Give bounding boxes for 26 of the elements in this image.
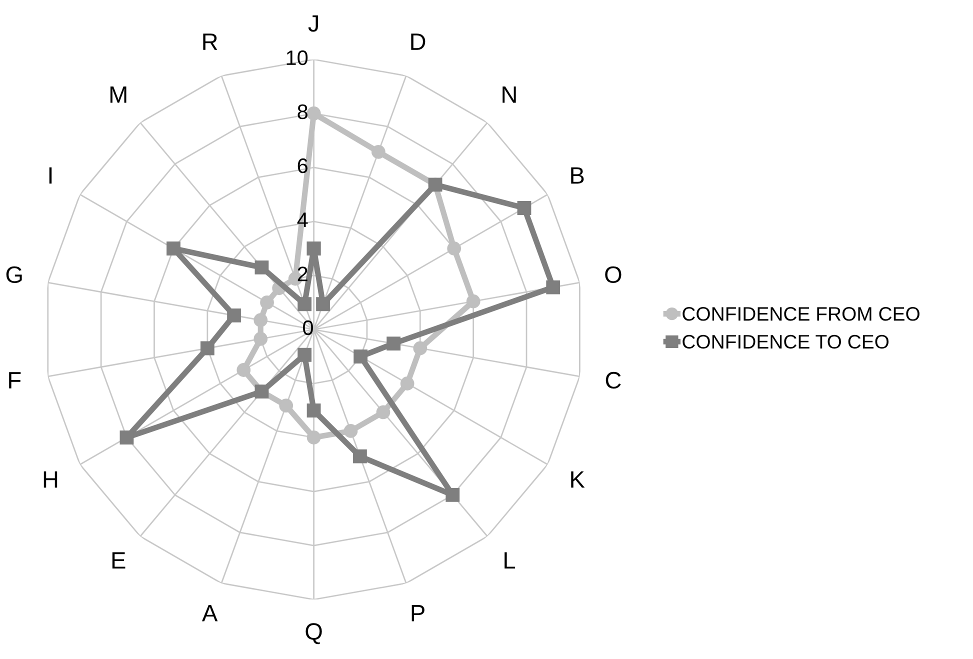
spoke-label: E	[112, 552, 126, 569]
y-tick-label: 6	[298, 158, 308, 174]
spoke-label: D	[411, 34, 426, 50]
y-tick-label: 2	[298, 266, 308, 282]
spoke-label: Q	[306, 623, 322, 644]
y-tick-label: 4	[297, 212, 308, 228]
spoke-label: F	[9, 372, 21, 388]
legend-label: CONFIDENCE FROM CEO	[682, 307, 920, 321]
spoke-label: O	[605, 266, 622, 284]
spoke-label: H	[44, 471, 58, 488]
spoke-label: C	[606, 372, 621, 389]
spoke-label: I	[49, 167, 52, 184]
y-tick-label: 8	[298, 104, 308, 120]
legend-label: CONFIDENCE TO CEO	[682, 334, 889, 349]
spoke-label: A	[202, 605, 218, 622]
spoke-label: P	[412, 605, 424, 622]
spoke-label: G	[6, 266, 22, 284]
spoke-label: K	[571, 471, 585, 488]
spoke-label: M	[110, 86, 126, 103]
spoke-label: L	[504, 552, 516, 569]
spoke-label: N	[502, 86, 516, 103]
spoke-label: R	[203, 34, 218, 50]
y-tick-label: 10	[286, 50, 308, 66]
spoke-label: B	[571, 167, 584, 184]
spoke-label: J	[308, 15, 318, 32]
y-tick-label: 0	[303, 320, 313, 336]
